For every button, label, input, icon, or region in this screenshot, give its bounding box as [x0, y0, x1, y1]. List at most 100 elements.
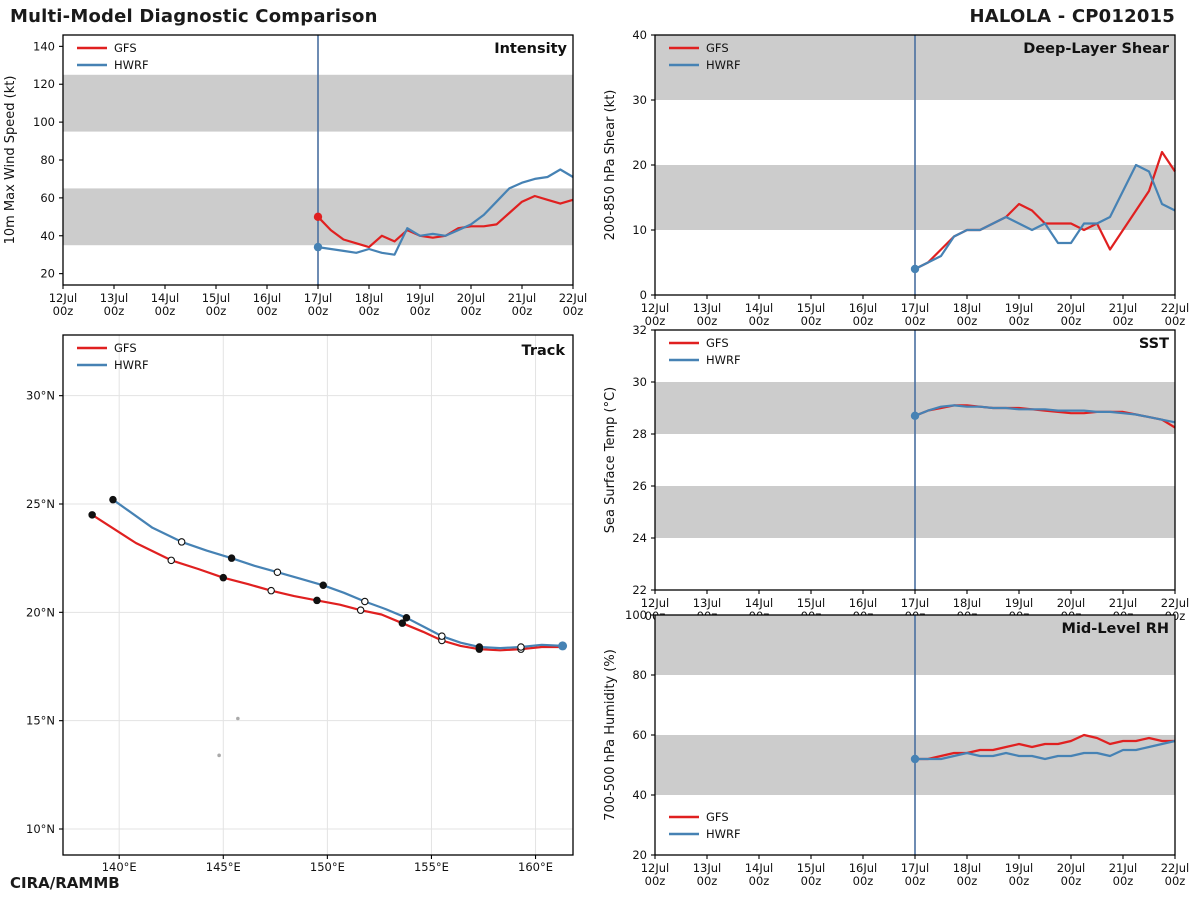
track-00z-marker	[109, 495, 117, 504]
svg-text:00z: 00z	[563, 304, 584, 318]
track-00z-marker	[398, 619, 407, 627]
svg-text:Sea Surface Temp (°C): Sea Surface Temp (°C)	[603, 387, 618, 534]
track-12z-marker	[167, 556, 175, 565]
svg-text:00z: 00z	[308, 304, 329, 318]
svg-text:20: 20	[40, 267, 55, 281]
intensity-chart: 2040608010012014012Jul00z13Jul00z14Jul00…	[3, 34, 588, 318]
track-00z-marker	[475, 643, 484, 651]
svg-text:10m Max Wind Speed (kt): 10m Max Wind Speed (kt)	[3, 76, 18, 245]
svg-text:21Jul: 21Jul	[1109, 861, 1138, 875]
credit-label: CIRA/RAMMB	[10, 874, 120, 892]
svg-text:100: 100	[625, 608, 647, 622]
sst-hwrf-line	[914, 404, 1176, 424]
svg-text:00z: 00z	[1113, 314, 1134, 328]
svg-text:00z: 00z	[461, 304, 482, 318]
svg-text:GFS: GFS	[706, 41, 729, 55]
svg-text:18Jul: 18Jul	[953, 301, 982, 315]
track-plot-border	[62, 334, 574, 856]
track-12z-marker	[438, 632, 446, 640]
svg-text:22Jul: 22Jul	[1161, 596, 1190, 610]
svg-text:60: 60	[632, 728, 647, 742]
shear-hwrf-line	[914, 163, 1176, 270]
svg-text:GFS: GFS	[114, 341, 137, 355]
intensity-hwrf-start-dot	[313, 242, 323, 252]
svg-text:00z: 00z	[1113, 874, 1134, 888]
svg-text:19Jul: 19Jul	[1005, 596, 1034, 610]
svg-text:00z: 00z	[801, 874, 822, 888]
svg-text:18Jul: 18Jul	[953, 861, 982, 875]
svg-text:18Jul: 18Jul	[953, 596, 982, 610]
svg-text:21Jul: 21Jul	[1109, 301, 1138, 315]
svg-text:Intensity: Intensity	[494, 41, 567, 57]
svg-text:HWRF: HWRF	[706, 58, 741, 72]
track-00z-marker	[219, 573, 228, 582]
svg-text:30: 30	[632, 375, 647, 389]
svg-text:18Jul: 18Jul	[355, 291, 384, 305]
svg-text:20: 20	[632, 158, 647, 172]
track-00z-marker	[313, 596, 321, 605]
svg-text:00z: 00z	[853, 314, 874, 328]
svg-text:12Jul: 12Jul	[641, 301, 670, 315]
track-12z-marker	[361, 597, 369, 606]
svg-text:40: 40	[40, 229, 55, 243]
svg-text:Deep-Layer Shear: Deep-Layer Shear	[1023, 41, 1170, 57]
svg-text:15°N: 15°N	[26, 714, 55, 728]
track-00z-marker	[88, 511, 96, 519]
track-start-dot	[558, 641, 568, 651]
svg-text:Track: Track	[522, 343, 566, 359]
svg-text:13Jul: 13Jul	[100, 291, 129, 305]
svg-text:140: 140	[33, 39, 55, 53]
svg-text:15Jul: 15Jul	[797, 301, 826, 315]
svg-text:HWRF: HWRF	[706, 353, 741, 367]
svg-text:28: 28	[632, 427, 647, 441]
svg-text:16Jul: 16Jul	[849, 596, 878, 610]
svg-text:22Jul: 22Jul	[1161, 301, 1190, 315]
svg-text:30°N: 30°N	[26, 389, 55, 403]
svg-text:14Jul: 14Jul	[745, 596, 774, 610]
svg-text:145°E: 145°E	[206, 860, 241, 874]
svg-text:155°E: 155°E	[414, 860, 449, 874]
svg-text:30: 30	[632, 93, 647, 107]
track-12z-marker	[273, 568, 282, 577]
svg-text:00z: 00z	[957, 314, 978, 328]
svg-text:21Jul: 21Jul	[508, 291, 537, 305]
svg-text:19Jul: 19Jul	[1005, 861, 1034, 875]
svg-text:00z: 00z	[645, 314, 666, 328]
svg-text:00z: 00z	[697, 874, 718, 888]
svg-text:GFS: GFS	[114, 41, 137, 55]
svg-text:00z: 00z	[957, 874, 978, 888]
rh-chart: 2040608010012Jul00z13Jul00z14Jul00z15Jul…	[603, 608, 1190, 888]
svg-text:15Jul: 15Jul	[202, 291, 231, 305]
svg-text:12Jul: 12Jul	[641, 596, 670, 610]
rh-gfs-line	[915, 733, 1175, 761]
svg-text:00z: 00z	[359, 304, 380, 318]
svg-text:00z: 00z	[155, 304, 176, 318]
svg-text:00z: 00z	[1061, 314, 1082, 328]
svg-text:20: 20	[632, 848, 647, 862]
svg-text:10: 10	[632, 223, 647, 237]
svg-text:200-850 hPa Shear (kt): 200-850 hPa Shear (kt)	[603, 90, 618, 241]
rh-hwrf-line	[915, 739, 1176, 761]
sst-hwrf-start-dot	[910, 411, 920, 420]
svg-text:80: 80	[40, 153, 55, 167]
track-00z-marker	[227, 554, 236, 562]
svg-text:22Jul: 22Jul	[1161, 861, 1190, 875]
svg-text:00z: 00z	[801, 314, 822, 328]
svg-text:15Jul: 15Jul	[797, 861, 826, 875]
svg-text:00z: 00z	[1061, 874, 1082, 888]
svg-text:120: 120	[33, 77, 55, 91]
track-chart: 10°N 15°N 20°N 25°N 30°N 140°E 145°E 150°E 155°E…	[26, 334, 574, 874]
svg-text:GFS: GFS	[706, 336, 729, 350]
svg-text:10°N: 10°N	[26, 822, 55, 836]
svg-text:00z: 00z	[1165, 314, 1186, 328]
svg-text:00z: 00z	[206, 304, 227, 318]
svg-text:40: 40	[632, 28, 647, 42]
svg-text:20Jul: 20Jul	[1057, 596, 1086, 610]
shear-chart: 01020304012Jul00z13Jul00z14Jul00z15Jul00…	[603, 28, 1190, 328]
svg-text:25°N: 25°N	[26, 497, 55, 511]
svg-text:00z: 00z	[53, 304, 74, 318]
svg-text:16Jul: 16Jul	[253, 291, 282, 305]
svg-text:22Jul: 22Jul	[559, 291, 588, 305]
svg-text:SST: SST	[1139, 336, 1169, 352]
svg-text:40: 40	[632, 788, 647, 802]
